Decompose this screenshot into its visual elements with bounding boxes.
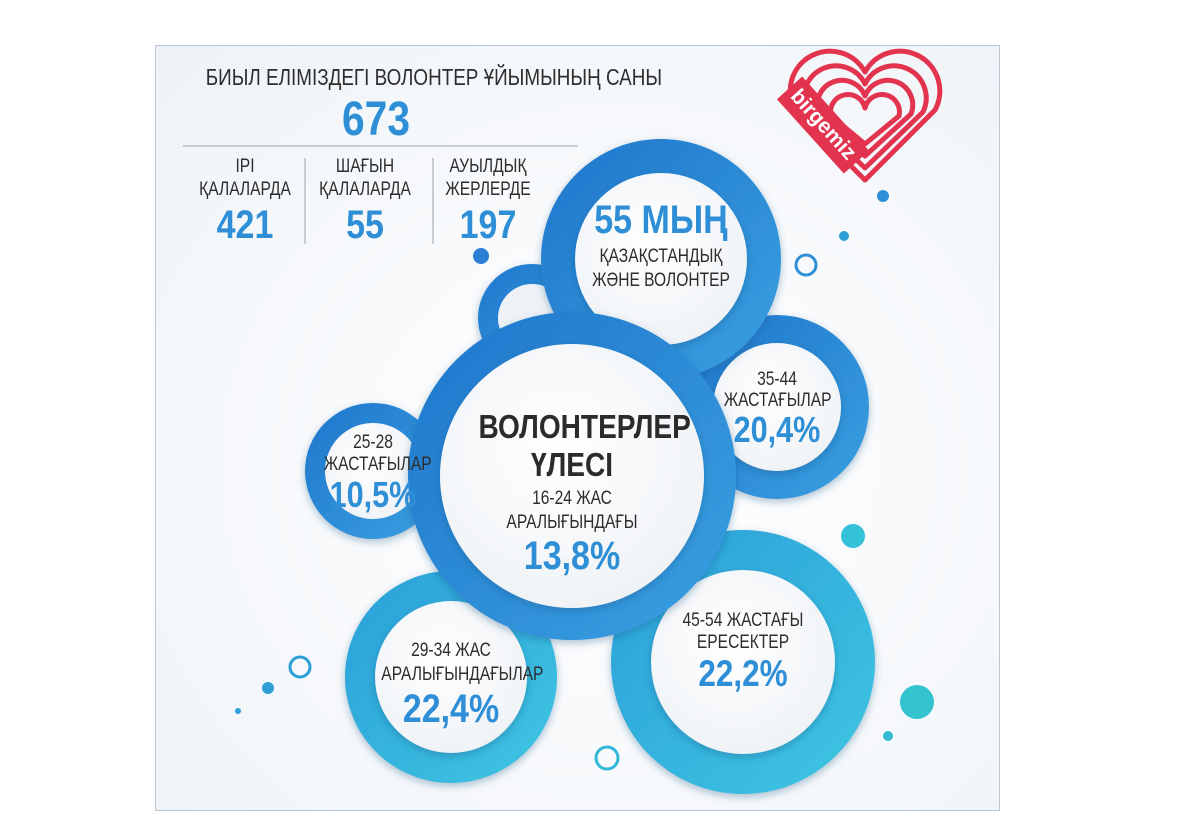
- decor-ring: [794, 253, 818, 277]
- age-25-28-line1: 25-28: [353, 432, 393, 453]
- age-35-44-value: 20,4%: [733, 409, 821, 450]
- decor-ring: [288, 655, 312, 679]
- breakdown-rural-line1: АУЫЛДЫҚ: [449, 156, 527, 177]
- age-45-54-line2: ЕРЕСЕКТЕР: [696, 632, 790, 653]
- breakdown-rural-line2: ЖЕРЛЕРДЕ: [445, 179, 531, 200]
- decor-dot: [900, 685, 934, 719]
- breakdown-small-cities-value: 55: [346, 203, 384, 247]
- decor-ring: [594, 745, 620, 771]
- age-35-44-line1: 35-44: [757, 369, 797, 390]
- age-45-54-line1: 45-54 ЖАСТАҒЫ: [682, 610, 804, 631]
- total-volunteers-line2: ЖӘНЕ ВОЛОНТЕР: [592, 270, 730, 291]
- decor-dot: [473, 248, 489, 264]
- total-volunteers-value: 55 МЫҢ: [594, 198, 728, 242]
- center-age-line2: АРАЛЫҒЫНДАҒЫ: [506, 512, 638, 533]
- age-25-28-line2: ЖАСТАҒЫЛАР: [323, 454, 432, 475]
- age-35-44-line2: ЖАСТАҒЫЛАР: [723, 390, 832, 411]
- age-29-34-value: 22,4%: [402, 687, 500, 731]
- breakdown-large-cities-line1: ІРІ: [235, 156, 255, 177]
- header-total: 673: [341, 93, 411, 146]
- center-age-value: 13,8%: [523, 534, 621, 578]
- center-age-line1: 16-24 ЖАС: [532, 488, 612, 509]
- breakdown-small-cities-line2: ҚАЛАЛАРДА: [319, 179, 411, 200]
- age-45-54-value: 22,2%: [698, 653, 788, 694]
- decor-dot: [839, 231, 849, 241]
- center-title-line1: ВОЛОНТЕРЛЕР: [478, 408, 691, 445]
- logo-band: [776, 76, 870, 174]
- breakdown-rural-value: 197: [459, 203, 517, 247]
- breakdown-large-cities-line2: ҚАЛАЛАРДА: [199, 179, 291, 200]
- age-29-34-line1: 29-34 ЖАС: [411, 640, 491, 661]
- decor-dot: [883, 731, 893, 741]
- decor-dot: [841, 524, 865, 548]
- breakdown-small-cities-line1: ШАҒЫН: [335, 156, 395, 177]
- header-title: БИЫЛ ЕЛІМІЗДЕГІ ВОЛОНТЕР ҰЙЫМЫНЫҢ САНЫ: [205, 64, 663, 90]
- age-29-34-line2: АРАЛЫҒЫНДАҒЫЛАР: [381, 664, 544, 685]
- decor-dot: [262, 682, 274, 694]
- age-25-28-value: 10,5%: [329, 474, 417, 515]
- center-title-line2: ҮЛЕСІ: [530, 446, 614, 483]
- decor-dot: [235, 708, 241, 714]
- decor-dot: [877, 190, 889, 202]
- total-volunteers-line1: ҚАЗАҚСТАНДЫҚ: [599, 246, 723, 267]
- breakdown-large-cities-value: 421: [216, 203, 274, 247]
